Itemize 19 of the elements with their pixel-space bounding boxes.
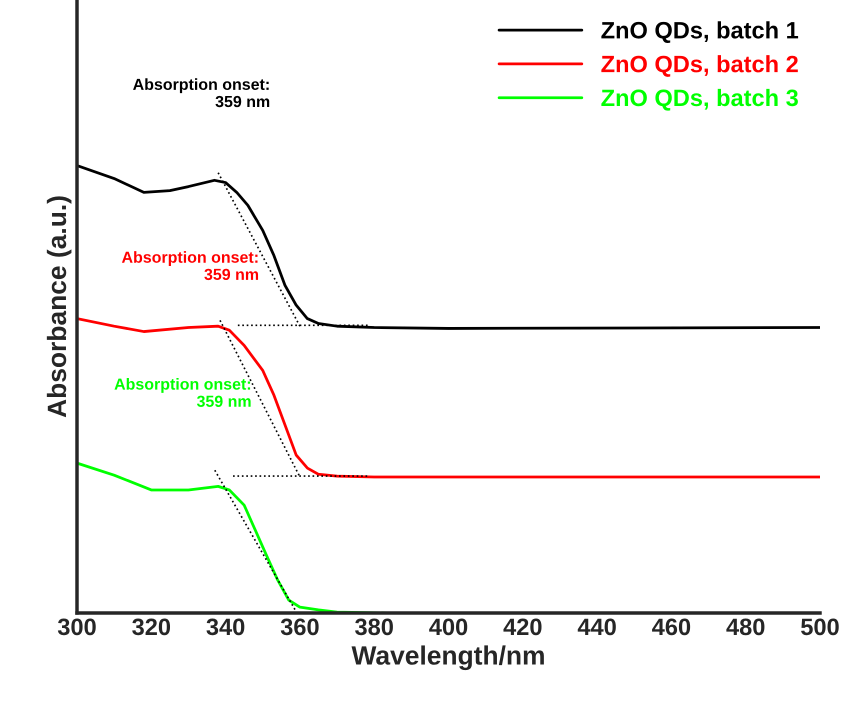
x-tick-label: 500 [801,618,839,636]
x-tick-label: 380 [355,618,393,636]
x-tick-label: 360 [280,618,319,636]
legend-label: ZnO QDs, batch 1 [601,21,798,44]
y-axis-title: Absorbance (a.u.) [46,196,72,418]
x-tick-label: 340 [206,618,244,636]
annotation: Absorption onset: 359 nm [114,378,251,407]
annotation: Absorption onset: 359 nm [122,251,258,280]
x-axis-title: Wavelength/nm [352,645,544,670]
x-tick-label: 480 [726,618,764,636]
x-tick-label: 400 [429,618,468,636]
x-tick-label: 440 [578,618,616,636]
x-tick-label: 320 [132,618,170,636]
text: Absorption onset: 359 nm [133,78,270,108]
x-tick-label: 460 [652,618,690,636]
x-tick-label: 420 [503,618,542,636]
legend-label: ZnO QDs, batch 3 [601,88,798,111]
legend-label: ZnO QDs, batch 2 [601,55,798,77]
x-tick-label: 300 [58,618,96,636]
